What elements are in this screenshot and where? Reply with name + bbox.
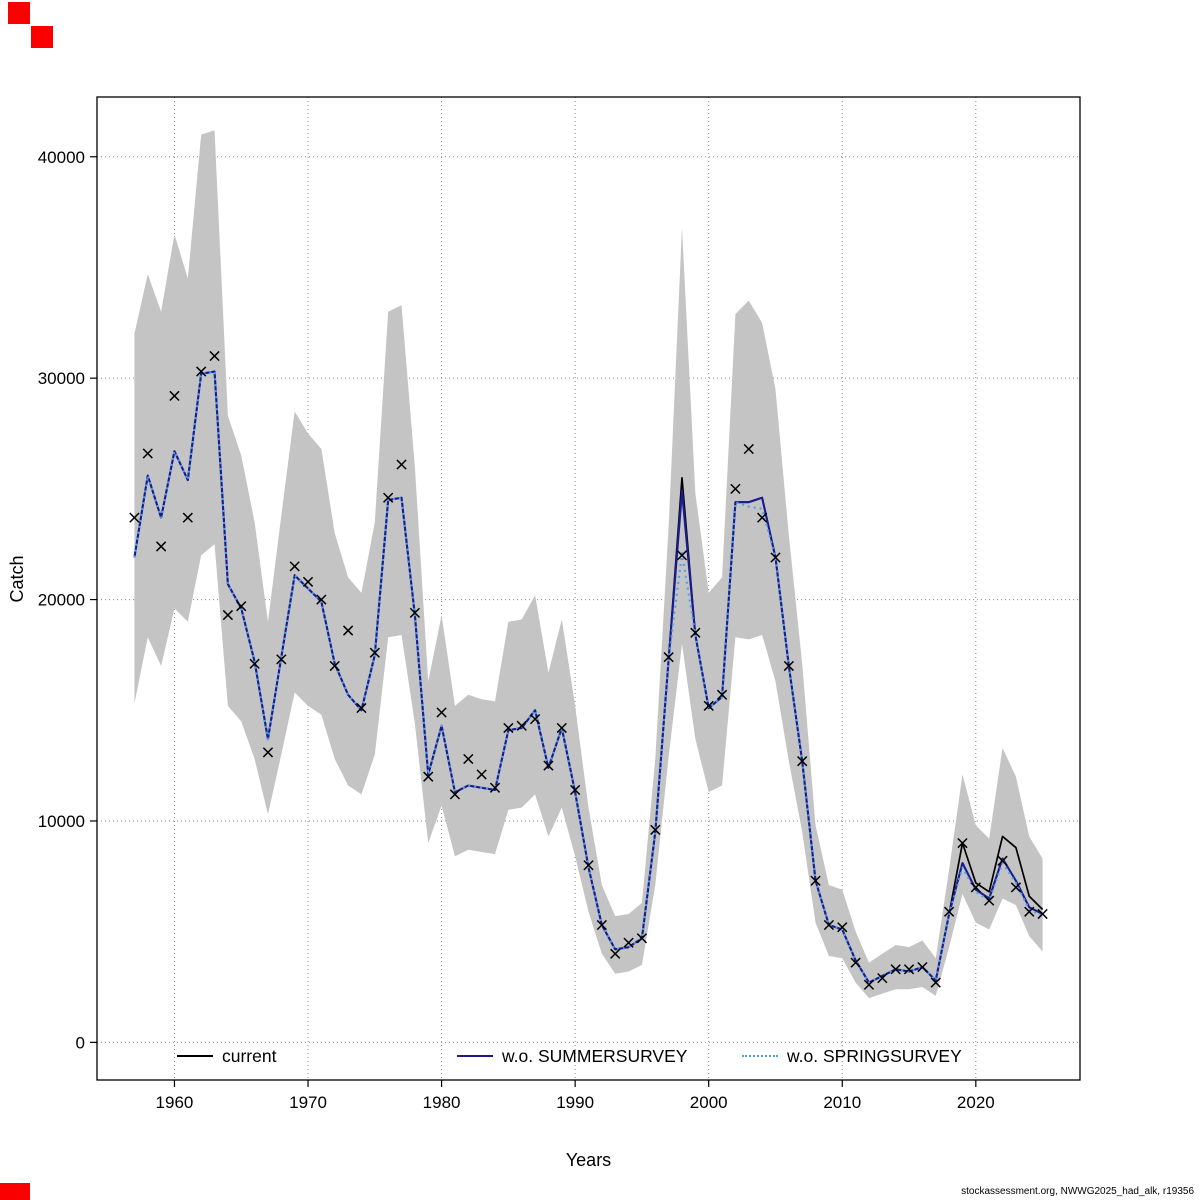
- red-artifact-top-left-2: [31, 26, 53, 48]
- y-tick-labels: 0 10000 20000 30000 40000: [38, 148, 85, 1053]
- y-tick-label: 0: [76, 1033, 85, 1052]
- x-tick-label: 2010: [823, 1093, 861, 1112]
- y-tick-label: 30000: [38, 369, 85, 388]
- legend-item-wo-summersurvey: w.o. SUMMERSURVEY: [457, 1044, 687, 1068]
- legend-swatch-wo-springsurvey-line: [742, 1055, 778, 1057]
- x-tick-label: 1960: [156, 1093, 194, 1112]
- footer-source-note: stockassessment.org, NWWG2025_had_alk, r…: [961, 1186, 1194, 1197]
- x-tick-label: 1980: [423, 1093, 461, 1112]
- legend-item-current: current: [177, 1044, 276, 1068]
- legend-swatch-wo-summersurvey-line: [457, 1055, 493, 1057]
- y-axis-label: Catch: [7, 555, 27, 603]
- red-artifact-top-left-1: [8, 2, 30, 24]
- plot-border: [96, 96, 1081, 1081]
- red-artifact-bottom-left: [0, 1183, 30, 1200]
- x-tick-label: 2020: [957, 1093, 995, 1112]
- legend-swatch-current-line: [177, 1055, 213, 1057]
- x-tick-labels: 1960 1970 1980 1990 2000 2010 2020: [156, 1093, 995, 1112]
- observation-markers: [129, 350, 1048, 990]
- y-tick-label: 10000: [38, 812, 85, 831]
- x-axis-label: Years: [565, 1150, 612, 1170]
- x-tick-label: 1970: [289, 1093, 327, 1112]
- y-tick-label: 40000: [38, 148, 85, 167]
- confidence-band: [134, 130, 1043, 999]
- x-tick-label: 2000: [690, 1093, 728, 1112]
- axis-ticks: [90, 156, 977, 1087]
- legend-item-wo-springsurvey: w.o. SPRINGSURVEY: [742, 1044, 962, 1068]
- legend-label-wo-springsurvey: w.o. SPRINGSURVEY: [787, 1045, 962, 1066]
- legend-label-wo-summersurvey: w.o. SUMMERSURVEY: [502, 1045, 688, 1066]
- x-tick-label: 1990: [556, 1093, 594, 1112]
- y-tick-label: 20000: [38, 591, 85, 610]
- series-line-w-o-springsurvey: [133, 370, 1044, 984]
- legend-label-current: current: [222, 1045, 277, 1066]
